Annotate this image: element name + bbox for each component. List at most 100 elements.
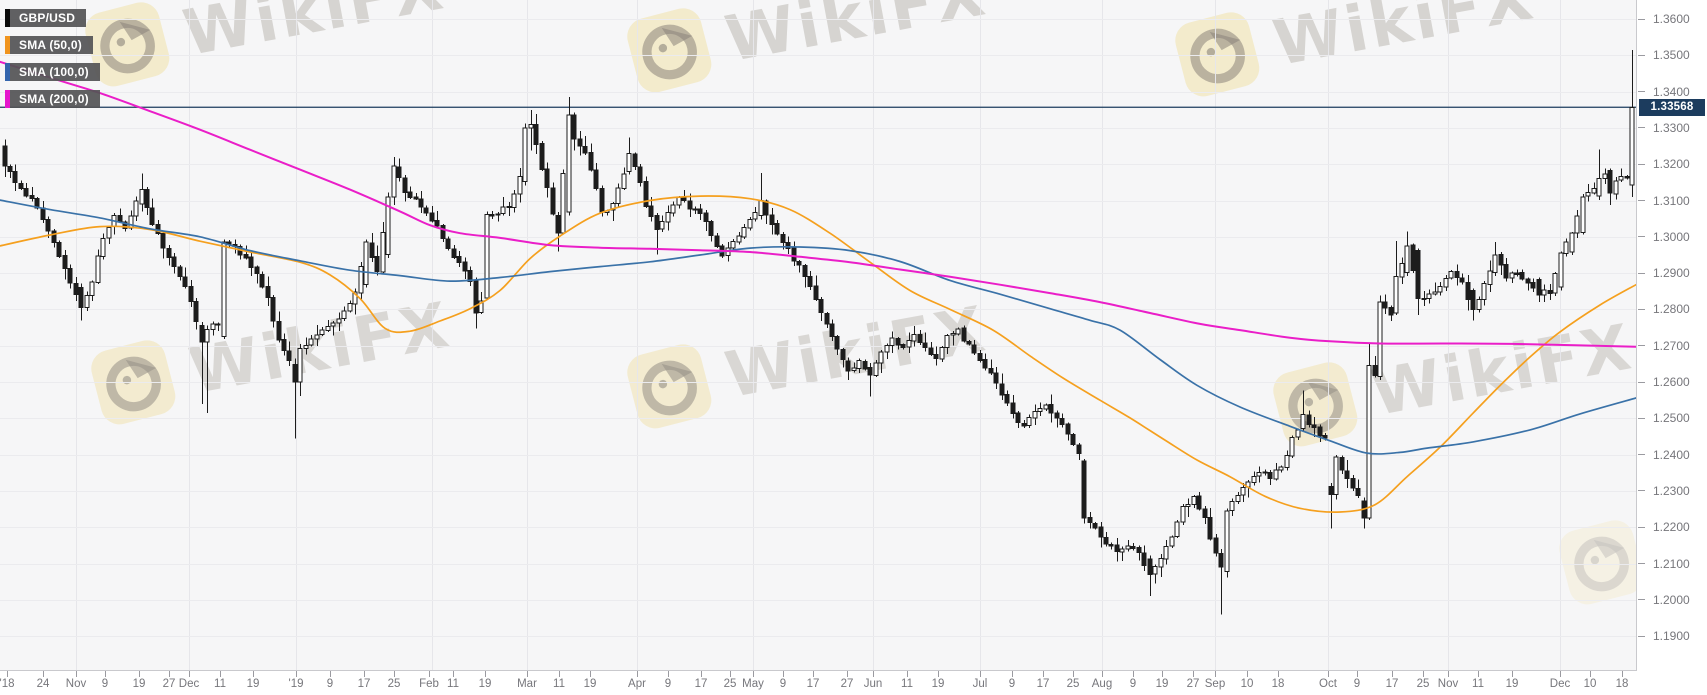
date-tick-label: 9 — [326, 678, 334, 690]
date-tick — [76, 671, 77, 677]
indicator-legend: GBP/USD SMA (50,0) SMA (100,0) SMA (200,0) — [5, 9, 100, 117]
date-tick — [559, 671, 560, 677]
date-tick — [753, 671, 754, 677]
date-tick — [394, 671, 395, 677]
date-tick — [105, 671, 106, 677]
price-tick-label: 1.2500 — [1638, 410, 1690, 426]
date-tick — [1215, 671, 1216, 677]
date-tick-label: Sep — [1204, 678, 1226, 690]
date-tick — [453, 671, 454, 677]
candle-bodies — [2, 106, 1635, 575]
date-tick — [668, 671, 669, 677]
date-tick-label: 19 — [478, 678, 492, 690]
date-tick — [1512, 671, 1513, 677]
date-tick-label: 17 — [357, 678, 371, 690]
legend-label: GBP/USD — [19, 11, 76, 25]
sma200-color-swatch — [5, 90, 10, 108]
symbol-color-swatch — [5, 9, 10, 27]
date-tick — [364, 671, 365, 677]
price-tick-label: 1.2600 — [1638, 374, 1690, 390]
date-tick-label: 17 — [1385, 678, 1399, 690]
legend-item-symbol[interactable]: GBP/USD — [5, 9, 87, 27]
date-tick-label: 19 — [246, 678, 260, 690]
price-chart[interactable] — [0, 0, 1636, 670]
date-tick-label: 19 — [1155, 678, 1169, 690]
date-tick-label: 25 — [387, 678, 401, 690]
last-price-badge: 1.33568 — [1639, 98, 1705, 116]
price-tick — [1638, 127, 1645, 129]
date-axis[interactable]: '18 24 Nov 9 19 27 Dec 11 19'19 9 17 25 Feb 11 19 Mar 11… — [0, 671, 1637, 695]
date-tick-label: 18 — [1615, 678, 1629, 690]
date-tick-label: 17 — [1036, 678, 1050, 690]
date-tick-label: 27 — [162, 678, 176, 690]
date-tick — [220, 671, 221, 677]
date-tick — [296, 671, 297, 677]
price-tick — [1638, 417, 1645, 419]
price-tick-label: 1.3500 — [1638, 47, 1690, 63]
date-tick — [1043, 671, 1044, 677]
price-tick — [1638, 490, 1645, 492]
price-tick-label: 1.1900 — [1638, 628, 1690, 644]
legend-item-sma200[interactable]: SMA (200,0) — [5, 90, 100, 108]
date-tick-label: May — [742, 678, 764, 690]
price-tick — [1638, 308, 1645, 310]
date-tick — [873, 671, 874, 677]
date-tick — [1448, 671, 1449, 677]
date-tick — [1423, 671, 1424, 677]
price-axis[interactable]: 1.33568 1.3600 1.3500 1.3400 1.3300 1.3200 1.… — [1637, 0, 1707, 670]
date-tick-label: Oct — [1319, 678, 1337, 690]
date-tick — [783, 671, 784, 677]
price-tick-label: 1.3000 — [1638, 229, 1690, 245]
price-tick-label: 1.3200 — [1638, 156, 1690, 172]
date-tick-label: 11 — [447, 678, 459, 690]
date-tick-label: 9 — [1008, 678, 1016, 690]
date-tick-label: 18 — [1271, 678, 1285, 690]
price-tick-label: 1.3300 — [1638, 120, 1690, 136]
price-tick-label: 1.3600 — [1638, 11, 1690, 27]
price-tick — [1638, 345, 1645, 347]
price-tick-label: 1.2800 — [1638, 301, 1690, 317]
price-tick-label: 1.2000 — [1638, 592, 1690, 608]
price-tick-label: 1.2100 — [1638, 556, 1690, 572]
date-tick — [847, 671, 848, 677]
price-tick-label: 1.3400 — [1638, 84, 1690, 100]
date-tick — [1133, 671, 1134, 677]
date-tick-label: Dec — [178, 678, 200, 690]
date-tick-label: '19 — [288, 678, 304, 690]
price-tick — [1638, 563, 1645, 564]
date-tick — [1102, 671, 1103, 677]
date-tick — [429, 671, 430, 677]
price-tick — [1638, 599, 1645, 601]
date-tick-label: 24 — [36, 678, 50, 690]
date-tick-label: 9 — [664, 678, 672, 690]
legend-item-sma50[interactable]: SMA (50,0) — [5, 36, 93, 54]
date-tick-label: Jul — [972, 678, 988, 690]
date-tick — [1193, 671, 1194, 677]
date-tick — [1622, 671, 1623, 677]
price-tick — [1638, 200, 1645, 201]
date-tick — [730, 671, 731, 677]
date-tick — [1392, 671, 1393, 677]
date-tick — [485, 671, 486, 677]
date-tick — [43, 671, 44, 677]
date-tick-label: Feb — [419, 678, 439, 690]
date-tick-label: 19 — [931, 678, 945, 690]
date-tick — [7, 671, 8, 677]
candle-wicks — [5, 49, 1633, 615]
date-tick — [590, 671, 591, 677]
date-tick — [527, 671, 528, 677]
date-tick — [1478, 671, 1479, 677]
plot-area[interactable]: WikiFXWikiFXWikiFXWikiFXWikiFXWikiFXWiki… — [0, 0, 1637, 671]
date-tick — [637, 671, 638, 677]
date-tick-label: 11 — [901, 678, 913, 690]
legend-label: SMA (200,0) — [19, 92, 89, 106]
sma50-color-swatch — [5, 36, 10, 54]
date-tick — [813, 671, 814, 677]
date-tick — [253, 671, 254, 677]
date-tick-label: 10 — [1240, 678, 1254, 690]
date-tick-label: Mar — [517, 678, 537, 690]
date-tick-label: 19 — [583, 678, 597, 690]
date-tick — [1560, 671, 1561, 677]
legend-item-sma100[interactable]: SMA (100,0) — [5, 63, 100, 81]
